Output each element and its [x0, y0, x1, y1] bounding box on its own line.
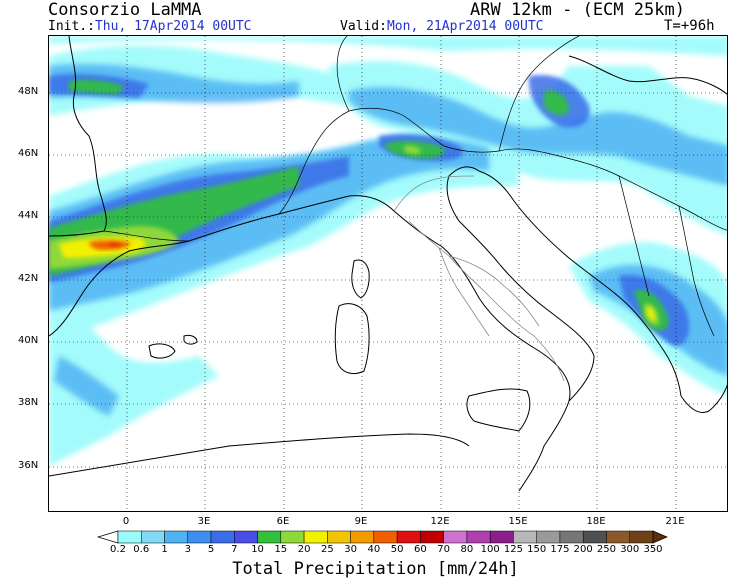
colorbar-level-label: 10 [251, 544, 264, 555]
colorbar-swatch [443, 530, 468, 544]
colorbar-level-label: 175 [550, 544, 570, 555]
colorbar-swatch [303, 530, 328, 544]
model-title: ARW 12km - (ECM 25km) [470, 0, 685, 20]
colorbar-level-label: 25 [320, 544, 334, 555]
map-canvas [49, 36, 727, 511]
colorbar-level-label: 3 [184, 544, 191, 555]
colorbar-level-label: 150 [527, 544, 547, 555]
colorbar-level-label: 70 [437, 544, 451, 555]
colorbar-level-label: 50 [390, 544, 404, 555]
colorbar-swatch [164, 530, 189, 544]
colorbar-swatch [234, 530, 258, 544]
colorbar-level-label: 0.6 [133, 544, 150, 555]
legend-title: Total Precipitation [mm/24h] [232, 559, 519, 579]
colorbar-swatch [536, 530, 561, 544]
coastlines [49, 36, 727, 492]
colorbar-swatch [396, 530, 421, 544]
lon-label-9e: 9E [354, 516, 368, 527]
colorbar-level-label: 20 [297, 544, 311, 555]
valid-label: Valid: [340, 19, 387, 34]
init-label: Init.: [48, 19, 95, 34]
colorbar-swatch [141, 530, 165, 544]
colorbar-level-label: 5 [207, 544, 215, 555]
colorbar-swatch [280, 530, 305, 544]
colorbar-max-arrow [652, 530, 668, 544]
lat-label-36n: 36N [18, 460, 39, 471]
colorbar-level-label: 15 [274, 544, 288, 555]
colorbar-swatch [187, 530, 212, 544]
org-title: Consorzio LaMMA [48, 0, 202, 20]
colorbar-swatch [350, 530, 375, 544]
colorbar-level-label: 0.2 [110, 544, 126, 555]
lat-label-44n: 44N [18, 210, 39, 221]
lon-label-0: 0 [122, 516, 130, 527]
borders-black [103, 36, 727, 337]
colorbar-level-label: 40 [367, 544, 381, 555]
init-time: Init.:Thu, 17Apr2014 00UTC [48, 19, 252, 34]
valid-time: Valid:Mon, 21Apr2014 00UTC [340, 19, 544, 34]
colorbar-level-label: 30 [344, 544, 357, 555]
lat-label-42n: 42N [18, 273, 39, 284]
lon-label-3e: 3E [197, 516, 211, 527]
precip-colorbar [96, 530, 668, 544]
lat-label-40n: 40N [18, 335, 39, 346]
lat-label-46n: 46N [18, 148, 39, 159]
colorbar-level-label: 300 [620, 544, 640, 555]
colorbar-swatch [582, 530, 607, 544]
precip-field [49, 36, 727, 466]
colorbar-swatch [117, 530, 142, 544]
lat-label-48n: 48N [18, 86, 39, 97]
colorbar-swatch [513, 530, 537, 544]
forecast-step: T=+96h [664, 18, 715, 34]
lon-label-18e: 18E [586, 516, 606, 527]
colorbar-swatch [257, 530, 282, 544]
colorbar-level-label: 100 [480, 544, 500, 555]
colorbar-level-label: 7 [231, 544, 238, 555]
colorbar-swatch [327, 530, 351, 544]
borders [393, 175, 565, 382]
lon-label-6e: 6E [276, 516, 290, 527]
colorbar-swatch [629, 530, 654, 544]
valid-value: Mon, 21Apr2014 00UTC [386, 19, 544, 34]
lat-label-38n: 38N [18, 397, 39, 408]
lon-label-12e: 12E [430, 516, 450, 527]
colorbar-swatch [210, 530, 235, 544]
colorbar-swatch [606, 530, 630, 544]
colorbar-level-label: 250 [596, 544, 617, 555]
init-value: Thu, 17Apr2014 00UTC [94, 19, 252, 34]
colorbar-level-label: 200 [573, 544, 593, 555]
graticule [49, 36, 727, 511]
lon-label-15e: 15E [508, 516, 528, 527]
colorbar-swatch [489, 530, 514, 544]
colorbar-swatch [420, 530, 444, 544]
colorbar-level-label: 60 [414, 544, 427, 555]
colorbar-level-label: 80 [460, 544, 474, 555]
colorbar-level-label: 125 [503, 544, 523, 555]
colorbar-swatch [373, 530, 398, 544]
colorbar-min-arrow [96, 530, 119, 544]
colorbar-level-label: 350 [643, 544, 663, 555]
precipitation-map [48, 35, 728, 512]
colorbar-swatch [559, 530, 584, 544]
colorbar-level-label: 1 [161, 544, 168, 555]
colorbar-swatch [466, 530, 491, 544]
lon-label-21e: 21E [665, 516, 685, 527]
